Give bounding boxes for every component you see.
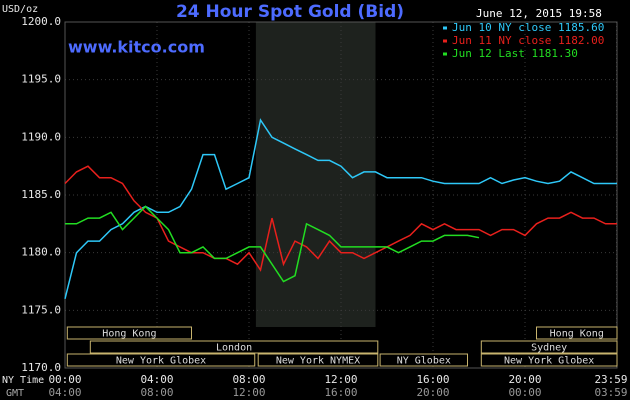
x2-axis-label: GMT [6,388,24,399]
x2-tick-label: 12:00 [232,386,265,399]
session-box [379,353,469,367]
x2-tick-label: 20:00 [416,386,449,399]
session-box [66,353,256,367]
legend-label: Jun 10 NY close 1185.60 [452,21,604,34]
timestamp: June 12, 2015 19:58 [476,7,602,20]
y-axis-label: USD/oz [2,4,38,15]
session-box [536,326,618,340]
x2-tick-label: 04:00 [48,386,81,399]
session-label: Hong Kong [102,329,156,340]
legend-swatch [443,52,447,56]
legend-label: Jun 12 Last 1181.30 [452,47,578,60]
x2-tick-label: 03:59 [594,386,627,399]
chart-title: 24 Hour Spot Gold (Bid) [176,2,404,22]
price-line [65,205,480,283]
x2-tick-label: 00:00 [508,386,541,399]
y-tick-label: 1195.0 [21,73,61,86]
website: www.kitco.com [68,38,205,57]
y-tick-label: 1190.0 [21,130,61,143]
x-tick-label: 08:00 [232,373,265,386]
x-tick-label: 04:00 [140,373,173,386]
session-box [89,340,379,354]
x-tick-label: 00:00 [48,373,81,386]
session-label: London [216,343,252,354]
price-line [64,118,617,299]
x-tick-label: 16:00 [416,373,449,386]
session-label: New York Globex [504,356,594,367]
plot-frame [64,21,618,369]
x2-tick-label: 08:00 [140,386,173,399]
legend-swatch [443,26,447,30]
y-tick-label: 1180.0 [21,246,61,259]
legend-swatch [443,39,447,43]
y-tick-label: 1175.0 [21,303,61,316]
y-tick-label: 1200.0 [21,15,61,28]
x-tick-label: 23:59 [594,373,627,386]
highlight-band [255,22,376,327]
y-tick-label: 1170.0 [21,361,61,374]
session-box [480,340,618,354]
x-tick-label: 20:00 [508,373,541,386]
session-label: New York NYMEX [276,356,360,367]
x2-tick-label: 16:00 [324,386,357,399]
y-tick-label: 1185.0 [21,188,61,201]
session-box [66,326,192,340]
session-label: Sydney [531,343,567,354]
legend-label: Jun 11 NY close 1182.00 [452,34,604,47]
session-label: NY Globex [397,356,451,367]
session-label: New York Globex [116,356,206,367]
session-label: Hong Kong [550,329,604,340]
x-axis-label: NY Time [2,375,44,386]
session-box [257,353,379,367]
x-tick-label: 12:00 [324,373,357,386]
session-box [480,353,618,367]
